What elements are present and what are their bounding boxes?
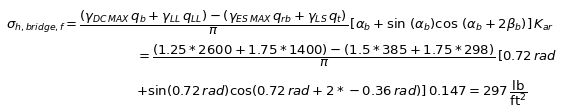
- Text: $+ \sin(0.72\,rad)\cos(0.72\,rad + 2 * -0.36\,rad)]\,0.147 = 297\,\dfrac{\mathrm: $+ \sin(0.72\,rad)\cos(0.72\,rad + 2 * -…: [136, 79, 527, 108]
- Text: $\sigma_{h,bridge,f} = \dfrac{(\gamma_{DC\,MAX}\,q_b + \gamma_{LL}\,q_{LL}) - (\: $\sigma_{h,bridge,f} = \dfrac{(\gamma_{D…: [6, 9, 554, 37]
- Text: $= \dfrac{(1.25 * 2600 + 1.75 * 1400) - (1.5 * 385 + 1.75 * 298)}{\pi}\,[0.72\,r: $= \dfrac{(1.25 * 2600 + 1.75 * 1400) - …: [136, 43, 557, 69]
